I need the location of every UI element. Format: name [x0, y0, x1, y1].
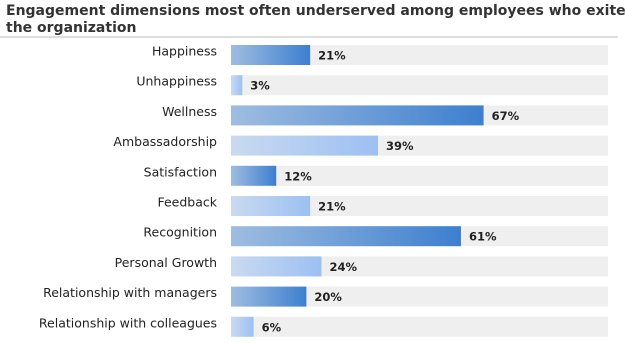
value-label: 67% — [492, 109, 520, 123]
chart-title: Engagement dimensions most often underse… — [6, 3, 625, 36]
category-label: Relationship with colleagues — [39, 315, 217, 330]
category-label: Ambassadorship — [113, 134, 217, 149]
bar — [231, 165, 277, 186]
category-label: Wellness — [162, 104, 217, 119]
bar — [231, 75, 243, 96]
bar-track — [231, 196, 608, 216]
value-label: 20% — [314, 290, 342, 304]
title-line: Engagement dimensions most often underse… — [6, 3, 625, 19]
bar-track — [231, 75, 608, 96]
bar — [231, 45, 311, 65]
value-label: 6% — [262, 320, 282, 334]
category-label: Unhappiness — [136, 74, 217, 89]
category-label: Happiness — [152, 44, 217, 59]
value-label: 39% — [386, 139, 414, 153]
bar — [231, 105, 484, 126]
value-label: 3% — [250, 79, 270, 93]
bar-track — [231, 256, 608, 277]
value-label: 21% — [318, 200, 346, 214]
value-label: 61% — [469, 230, 497, 244]
category-label: Feedback — [157, 195, 217, 210]
bar-track — [231, 286, 608, 307]
bar-track — [231, 45, 608, 65]
bar — [231, 256, 322, 277]
category-label: Relationship with managers — [43, 285, 217, 300]
bar — [231, 196, 311, 216]
bar — [231, 135, 379, 156]
category-label: Personal Growth — [115, 255, 217, 270]
value-label: 21% — [318, 49, 346, 63]
category-label: Satisfaction — [144, 164, 217, 179]
title-line: the organization — [6, 20, 136, 36]
bar — [231, 316, 254, 337]
bar-track — [231, 165, 608, 186]
bar-track — [231, 316, 608, 337]
value-label: 24% — [329, 260, 357, 274]
bar — [231, 286, 307, 307]
bar — [231, 226, 461, 247]
value-label: 12% — [284, 169, 312, 183]
category-label: Recognition — [143, 225, 217, 240]
